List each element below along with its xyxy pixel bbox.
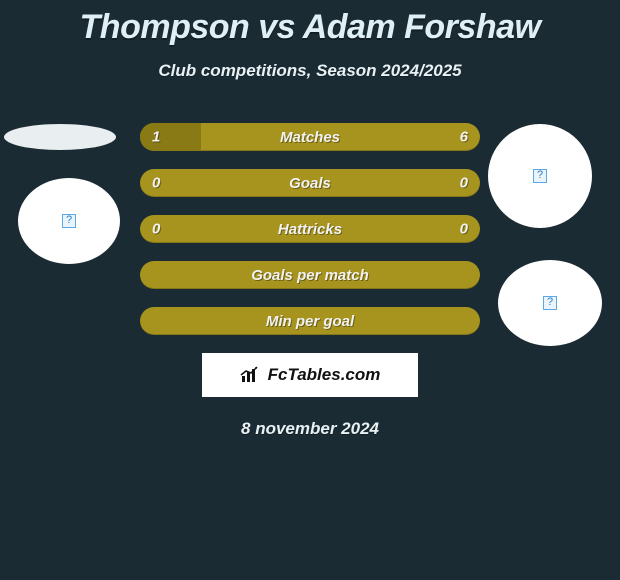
stat-value-left: 0	[152, 175, 160, 192]
stat-value-left: 0	[152, 221, 160, 238]
brand[interactable]: FcTables.com	[240, 365, 381, 385]
stat-value-right: 6	[460, 129, 468, 146]
placeholder-icon	[62, 214, 76, 228]
stat-bar-gpm: Goals per match	[140, 261, 480, 289]
stat-value-right: 0	[460, 221, 468, 238]
placeholder-icon	[543, 296, 557, 310]
chart-icon	[240, 366, 262, 384]
stat-bar-fill	[140, 123, 201, 151]
stat-bar-hattricks: 0 Hattricks 0	[140, 215, 480, 243]
page-title: Thompson vs Adam Forshaw	[0, 0, 620, 47]
stat-bar-matches: 1 Matches 6	[140, 123, 480, 151]
decorative-ellipse	[4, 124, 116, 150]
player-avatar-right-bottom	[498, 260, 602, 346]
placeholder-icon	[533, 169, 547, 183]
stat-value-right: 0	[460, 175, 468, 192]
player-avatar-right-top	[488, 124, 592, 228]
stat-bar-goals: 0 Goals 0	[140, 169, 480, 197]
stat-value-left: 1	[152, 129, 160, 146]
stat-bar-mpg: Min per goal	[140, 307, 480, 335]
player-avatar-left	[18, 178, 120, 264]
brand-box: FcTables.com	[202, 353, 418, 397]
stat-label: Goals	[289, 175, 331, 192]
stat-label: Goals per match	[251, 267, 369, 284]
stat-label: Hattricks	[278, 221, 342, 238]
page-subtitle: Club competitions, Season 2024/2025	[0, 61, 620, 81]
date-label: 8 november 2024	[0, 419, 620, 439]
brand-text: FcTables.com	[268, 365, 381, 385]
stat-label: Min per goal	[266, 313, 354, 330]
stat-label: Matches	[280, 129, 340, 146]
